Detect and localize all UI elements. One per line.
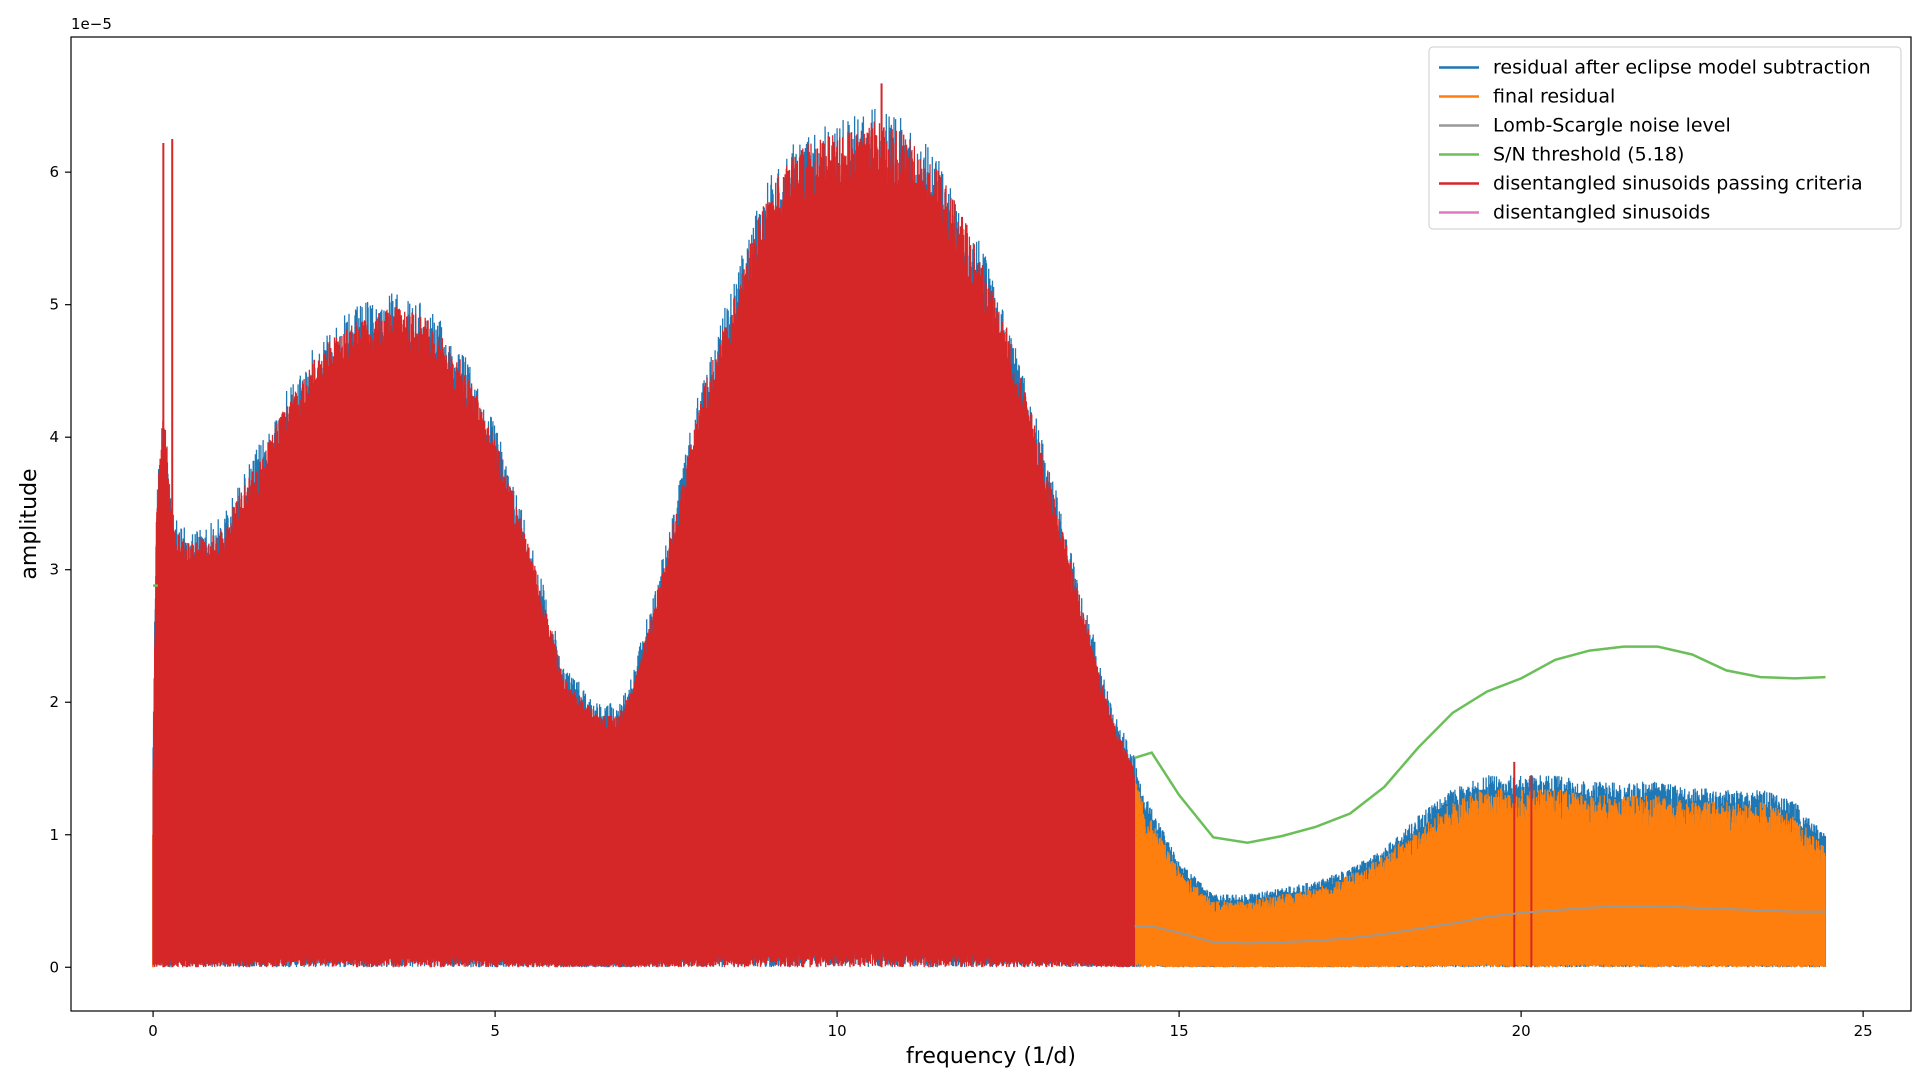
legend-entry: S/N threshold (5.18): [1493, 144, 1684, 166]
data-layer: [152, 83, 1827, 968]
y-tick-label: 0: [49, 958, 59, 976]
legend-entry: disentangled sinusoids: [1493, 202, 1710, 224]
x-tick-label: 0: [148, 1022, 158, 1040]
x-tick-label: 25: [1854, 1022, 1873, 1040]
legend-entry: Lomb-Scargle noise level: [1493, 115, 1731, 137]
ticks-layer: 0 5 10 15 20 25 0 1 2 3 4 5 6: [49, 163, 1872, 1040]
y-axis-label: amplitude: [17, 468, 42, 579]
y-tick-label: 3: [49, 561, 59, 579]
y-tick-label: 6: [49, 163, 59, 181]
x-axis-label: frequency (1/d): [906, 1044, 1076, 1069]
y-tick-label: 5: [49, 296, 59, 314]
x-tick-label: 5: [490, 1022, 500, 1040]
legend-entry: residual after eclipse model subtraction: [1493, 57, 1871, 79]
y-tick-label: 1: [49, 826, 59, 844]
x-tick-label: 20: [1512, 1022, 1531, 1040]
y-offset-label: 1e−5: [71, 15, 112, 33]
x-tick-label: 10: [828, 1022, 847, 1040]
series-lomb-scargle-noise: [1134, 905, 1826, 945]
y-tick-label: 2: [49, 693, 59, 711]
legend-entry: final residual: [1493, 86, 1615, 108]
y-tick-label: 4: [49, 428, 59, 446]
legend-box: [1428, 46, 1902, 230]
legend-entry: disentangled sinusoids passing criteria: [1493, 173, 1863, 195]
legend: residual after eclipse model subtraction…: [1428, 46, 1902, 230]
series-sn-threshold: [1134, 645, 1826, 844]
axes-frame: [70, 36, 1912, 1012]
series-final-residual: [1133, 776, 1826, 968]
x-tick-label: 15: [1170, 1022, 1189, 1040]
series-disentangled-passing: [152, 121, 1136, 968]
